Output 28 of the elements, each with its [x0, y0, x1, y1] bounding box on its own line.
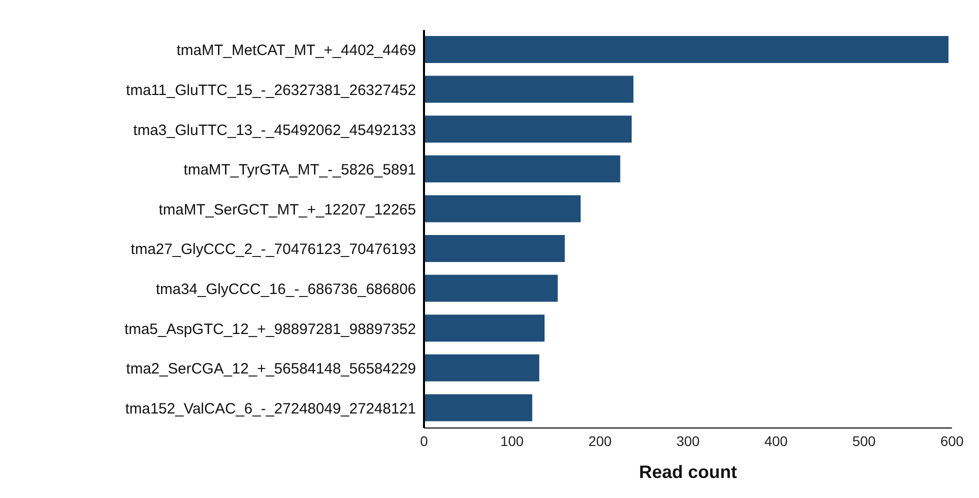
- x-tick-label: 100: [500, 432, 524, 449]
- y-tick-label: tma3_GluTTC_13_-_45492062_45492133: [133, 122, 416, 139]
- y-tick-label: tma2_SerCGA_12_+_56584148_56584229: [126, 360, 416, 378]
- bar: [424, 314, 545, 342]
- y-tick-label: tma5_AspGTC_12_+_98897281_98897352: [124, 320, 416, 338]
- y-tick-label: tmaMT_SerGCT_MT_+_12207_12265: [158, 201, 416, 218]
- bar: [424, 274, 558, 302]
- bar: [424, 354, 540, 382]
- bar: [424, 116, 632, 143]
- y-tick-label: tma27_GlyCCC_2_-_70476123_70476193: [130, 241, 416, 258]
- y-tick-label: tmaMT_TyrGTA_MT_-_5826_5891: [184, 162, 416, 179]
- bar: [424, 394, 532, 422]
- bar: [424, 76, 634, 103]
- y-tick-label: tma34_GlyCCC_16_-_686736_686806: [156, 281, 416, 298]
- x-tick-label: 200: [588, 432, 612, 449]
- x-axis-title: Read count: [638, 462, 738, 482]
- y-tick-label: tmaMT_MetCAT_MT_+_4402_4469: [176, 42, 416, 60]
- y-tick-label: tma152_ValCAC_6_-_27248049_27248121: [125, 400, 416, 418]
- x-tick-label: 600: [940, 432, 964, 449]
- x-tick-label: 300: [676, 432, 700, 449]
- x-tick-label: 0: [420, 432, 428, 449]
- bar: [424, 36, 948, 63]
- bar: [424, 235, 565, 262]
- x-tick-label: 500: [852, 432, 876, 449]
- bar: [424, 155, 620, 182]
- y-tick-label: tma11_GluTTC_15_-_26327381_26327452: [126, 82, 416, 100]
- x-tick-label: 400: [764, 432, 788, 449]
- bar: [424, 195, 581, 222]
